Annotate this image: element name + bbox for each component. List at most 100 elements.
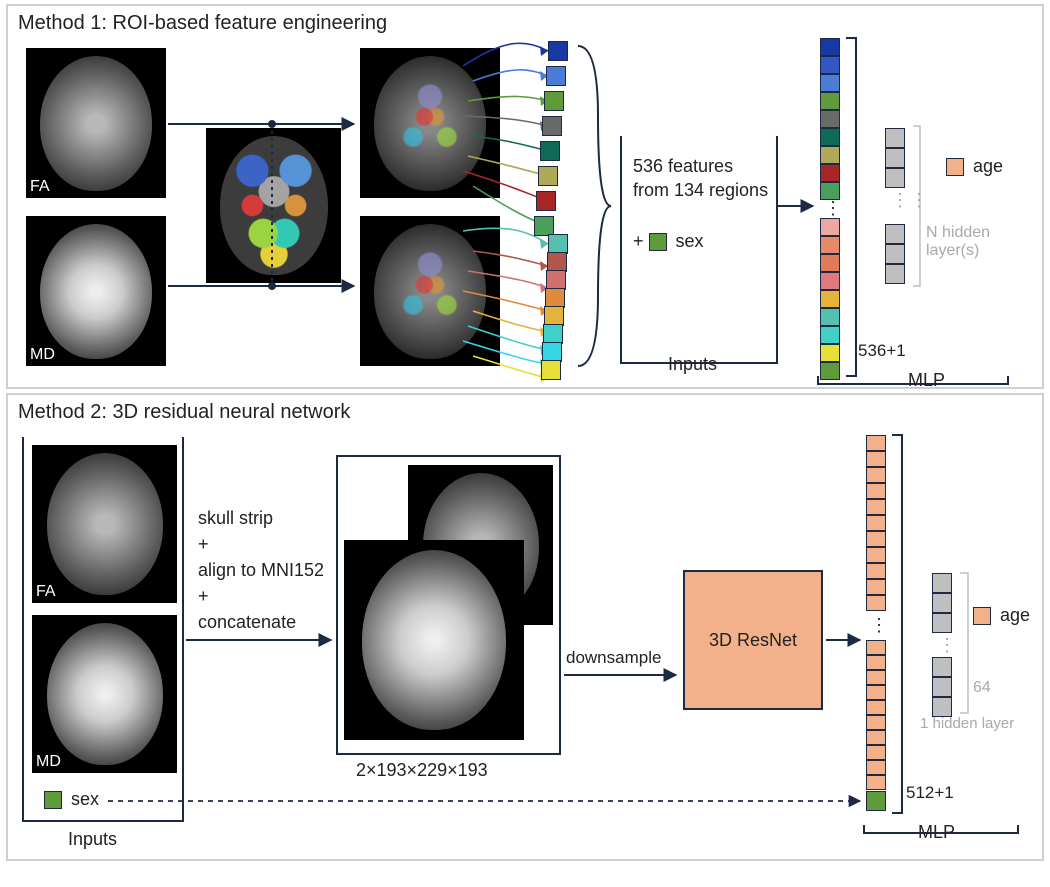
p2-vec-sex	[866, 791, 886, 811]
feature-sq-bot-3	[545, 288, 565, 308]
age-label: age	[973, 156, 1003, 176]
concat-md	[344, 540, 524, 740]
feature-sq-top-4	[540, 141, 560, 161]
p2-vec-top-cell-3	[866, 483, 886, 499]
preproc-text: skull strip + align to MNI152 + concaten…	[198, 505, 324, 635]
p1-vec-bot-cell-2	[820, 254, 840, 272]
p2-vec-top	[866, 435, 886, 611]
p1-vec-top-cell-6	[820, 146, 840, 164]
p2-age-label: age	[1000, 605, 1030, 625]
parcellated-fa-image	[360, 48, 500, 198]
preproc-l2: align to MNI152	[198, 557, 324, 583]
panel-method1: Method 1: ROI-based feature engineering …	[6, 4, 1044, 389]
md-label: MD	[30, 346, 55, 364]
p1-vec-top-cell-1	[820, 56, 840, 74]
p2-vec-count: 512+1	[906, 783, 954, 803]
p2-vec-top-cell-8	[866, 563, 886, 579]
p1-vec-top-cell-7	[820, 164, 840, 182]
p2-vec-bot-cell-1	[866, 655, 886, 670]
features-line2: from 134 regions	[633, 180, 768, 201]
p1-vec-bot-cell-5	[820, 308, 840, 326]
p2-vec-bot-cell-2	[866, 670, 886, 685]
p2-vec-top-cell-10	[866, 595, 886, 611]
mlp-label: MLP	[908, 370, 945, 391]
panel1-title: Method 1: ROI-based feature engineering	[18, 12, 387, 35]
inputs-label: Inputs	[668, 354, 717, 375]
sex-prefix: +	[633, 231, 644, 251]
preproc-l3: +	[198, 583, 324, 609]
p2-vec-bot-cell-0	[866, 640, 886, 655]
panel2-title: Method 2: 3D residual neural network	[18, 401, 350, 424]
fa-label: FA	[30, 178, 50, 196]
p2-vec-bot-cell-3	[866, 685, 886, 700]
p2-vec-bot-cell-7	[866, 745, 886, 760]
p1-vec-bot-cell-7	[820, 344, 840, 362]
p1-vec-bot-cell-1	[820, 236, 840, 254]
p1-vec-bot-cell-6	[820, 326, 840, 344]
p2-inputs-label: Inputs	[68, 829, 117, 850]
preproc-l1: +	[198, 531, 324, 557]
feature-sq-bot-1	[547, 252, 567, 272]
panel-method2: Method 2: 3D residual neural network FA …	[6, 393, 1044, 861]
feature-sq-top-6	[536, 191, 556, 211]
sex-square	[649, 233, 667, 251]
p2-vec-bot-cell-5	[866, 715, 886, 730]
p1-vec-top-cell-0	[820, 38, 840, 56]
feature-sq-bot-6	[542, 342, 562, 362]
p2-vec-bot-cell-6	[866, 730, 886, 745]
p2-vec-top-cell-6	[866, 531, 886, 547]
p2-vec-dots: ⋮	[870, 615, 887, 636]
p1-vec-top-cell-2	[820, 74, 840, 92]
features-line1: 536 features	[633, 156, 733, 177]
sex-row: + sex	[633, 231, 704, 252]
p2-fa-label: FA	[36, 583, 56, 601]
p2-hidden-label: 1 hidden layer	[920, 715, 1014, 732]
md-brain-image: MD	[26, 216, 166, 366]
p2-sex-label: sex	[71, 789, 99, 809]
feature-sq-bot-2	[546, 270, 566, 290]
feature-vector-top	[820, 38, 840, 200]
feature-sq-top-5	[538, 166, 558, 186]
feature-sq-bot-7	[541, 360, 561, 380]
feature-vector-bot	[820, 218, 840, 380]
p2-hidden-n: 64	[973, 679, 991, 697]
vec-dots: ⋮	[824, 198, 841, 219]
feature-sq-bot-0	[548, 234, 568, 254]
p2-hidden-top	[932, 573, 952, 633]
p2-sex-row: sex	[44, 789, 99, 810]
p2-hidden-bot	[932, 657, 952, 717]
p2-md-brain: MD	[32, 615, 177, 773]
p2-vec-top-cell-9	[866, 579, 886, 595]
p2-vec-bot-cell-8	[866, 760, 886, 775]
resnet-label: 3D ResNet	[709, 630, 797, 651]
p2-sex-square	[44, 791, 62, 809]
parcellated-md-image	[360, 216, 500, 366]
downsample-label: downsample	[566, 648, 661, 668]
feature-sq-top-3	[542, 116, 562, 136]
p1-vec-top-cell-3	[820, 92, 840, 110]
hidden-layer-top	[885, 128, 905, 188]
feature-sq-top-7	[534, 216, 554, 236]
hidden-label: N hidden layer(s)	[926, 224, 1042, 260]
preproc-l4: concatenate	[198, 609, 324, 635]
age-row: age	[946, 156, 1003, 177]
p2-md-label: MD	[36, 753, 61, 771]
p2-vec-top-cell-0	[866, 435, 886, 451]
p1-vec-top-cell-5	[820, 128, 840, 146]
p1-vec-bot-cell-4	[820, 290, 840, 308]
vec-count: 536+1	[858, 341, 906, 361]
feature-sq-top-2	[544, 91, 564, 111]
dims-label: 2×193×229×193	[356, 760, 488, 781]
p2-vec-bot	[866, 640, 886, 790]
p1-vec-bot-cell-0	[820, 218, 840, 236]
p2-vec-top-cell-1	[866, 451, 886, 467]
hidden-layer-bot	[885, 224, 905, 284]
resnet-box: 3D ResNet	[683, 570, 823, 710]
fa-brain-image: FA	[26, 48, 166, 198]
p2-hidden-dots: ⋮	[938, 635, 955, 656]
p2-vec-top-cell-7	[866, 547, 886, 563]
feature-sq-bot-5	[543, 324, 563, 344]
p2-fa-brain: FA	[32, 445, 177, 603]
hidden-dots1: ⋮	[891, 190, 908, 211]
atlas-brain-image	[206, 128, 341, 283]
